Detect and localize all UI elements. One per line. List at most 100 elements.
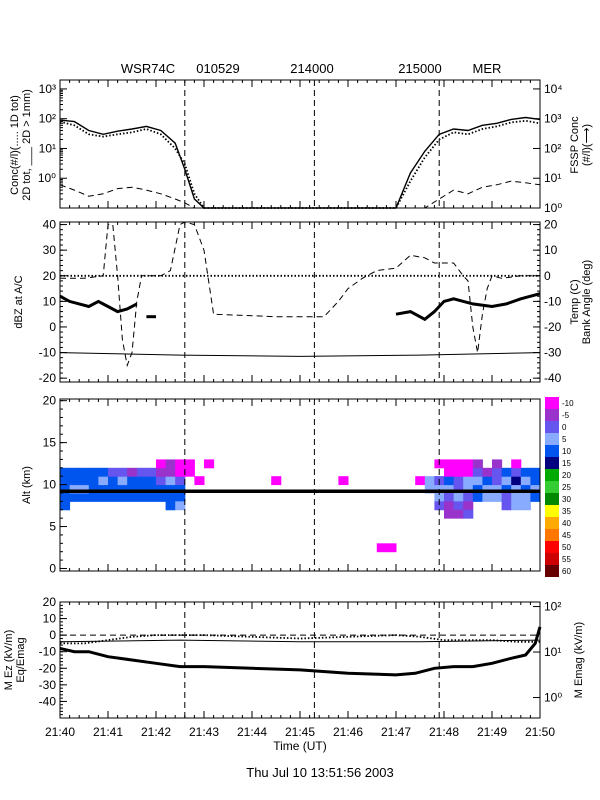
heatmap-cell <box>108 492 119 502</box>
colorbar-label: 10 <box>562 447 571 456</box>
colorbar-label: 0 <box>562 423 567 432</box>
y-tick-label: 10³ <box>39 82 56 96</box>
x-axis-label: Time (UT) <box>273 739 327 753</box>
series-line-dashed <box>59 180 541 209</box>
y-tick-label: 10⁰ <box>544 201 562 215</box>
y-tick-label: 10² <box>544 600 561 614</box>
heatmap-cell <box>117 476 128 486</box>
x-tick-label: 21:43 <box>189 725 219 739</box>
y-tick-label: -10 <box>544 294 562 308</box>
colorbar-label: 55 <box>562 555 571 564</box>
conc-ylabel-left-1: Conc(#/l)(..... 1D tot) <box>9 95 21 195</box>
heatmap-cell <box>511 467 522 477</box>
heatmap-cell <box>98 484 109 494</box>
heatmap-cell <box>117 467 128 477</box>
heatmap-cell <box>530 476 541 486</box>
efield-left-ticks: -40 -30 -20 -10 0 10 20 <box>39 595 67 719</box>
heatmap-cell <box>146 467 157 477</box>
heatmap-cell <box>175 459 186 469</box>
heatmap-cell <box>511 476 522 486</box>
heatmap-cell <box>482 467 493 477</box>
efield-x-ticks <box>59 602 541 718</box>
heatmap-cell <box>501 492 512 502</box>
colorbar-label: 45 <box>562 531 571 540</box>
heatmap-cell <box>165 459 176 469</box>
colorbar-swatch <box>545 517 559 529</box>
y-tick-label: 0 <box>49 320 56 334</box>
dbz-ylabel-left: dBZ at A/C <box>13 275 25 328</box>
heatmap-cell <box>156 459 167 469</box>
conc-x-ticks <box>59 80 541 208</box>
heatmap-cell <box>501 484 512 494</box>
conc-ylabel-right-1: FSSP Conc <box>569 116 581 174</box>
y-tick-label: 10¹ <box>39 141 56 155</box>
y-tick-label: -10 <box>39 346 57 360</box>
heatmap-cell <box>117 492 128 502</box>
conc-right-ticks: 10⁰ 10¹ 10² 10³ 10⁴ <box>533 82 563 215</box>
colorbar-label: 5 <box>562 435 567 444</box>
heatmap-cell <box>520 501 531 511</box>
heatmap-cell <box>463 459 474 469</box>
y-tick-label: 20 <box>43 595 57 609</box>
heatmap-cell <box>156 476 167 486</box>
y-tick-label: 0 <box>544 269 551 283</box>
heatmap-cell <box>386 543 397 553</box>
heatmap-cell <box>98 476 109 486</box>
heatmap-cell <box>69 492 80 502</box>
heatmap-cell <box>79 467 90 477</box>
heatmap-cell <box>453 509 464 519</box>
heatmap-cell <box>156 492 167 502</box>
colorbar-label: -5 <box>562 411 570 420</box>
heatmap-cell <box>472 476 483 486</box>
heatmap-cell <box>156 467 167 477</box>
colorbar-swatch <box>545 469 559 481</box>
x-tick-label: 21:41 <box>93 725 123 739</box>
heatmap-cell <box>492 484 503 494</box>
heatmap-cell <box>492 467 503 477</box>
x-tick-label: 21:45 <box>285 725 315 739</box>
y-tick-label: 10¹ <box>544 645 561 659</box>
heatmap-cell <box>136 476 147 486</box>
heatmap-cell <box>520 492 531 502</box>
colorbar-swatch <box>545 565 559 577</box>
heatmap-cell <box>501 501 512 511</box>
colorbar-label: 40 <box>562 519 571 528</box>
y-tick-label: 15 <box>43 436 57 450</box>
y-tick-label: -40 <box>544 371 562 385</box>
colorbar-swatch <box>545 529 559 541</box>
heatmap-cell <box>472 492 483 502</box>
y-tick-label: -40 <box>39 694 57 708</box>
heatmap-cell <box>156 484 167 494</box>
conc-ylabel-left-2: 2D tot, ___ 2D > 1mm) <box>21 89 33 201</box>
y-tick-label: 20 <box>544 218 558 232</box>
heatmap-cell <box>520 484 531 494</box>
heatmap-cell <box>520 467 531 477</box>
heatmap-cell <box>482 492 493 502</box>
y-tick-label: 0 <box>49 561 56 575</box>
colorbar-label: 30 <box>562 495 571 504</box>
x-tick-label: 21:49 <box>477 725 507 739</box>
dbz-ylabel-right-1: Temp (C) <box>569 279 581 324</box>
colorbar-label: 50 <box>562 543 571 552</box>
heatmap-cell <box>511 492 522 502</box>
heatmap-cell <box>453 476 464 486</box>
panel-dbz: -20 -10 0 10 20 30 40 -40 -30 -20 -10 0 10 20 dBZ at… <box>13 218 593 386</box>
heatmap-cell <box>136 492 147 502</box>
heatmap-cell <box>146 492 157 502</box>
y-tick-label: 10 <box>43 612 57 626</box>
dbz-left-ticks: -20 -10 0 10 20 30 40 <box>39 218 67 385</box>
heatmap-cell <box>88 476 99 486</box>
y-tick-label: 0 <box>49 628 56 642</box>
conc-series <box>59 116 541 209</box>
x-tick-label: 21:50 <box>525 725 555 739</box>
colorbar-swatch <box>545 493 559 505</box>
heatmap-cell <box>482 484 493 494</box>
colorbar: -10 -5 0 5 10 15 20 25 30 35 40 45 50 55 60 <box>545 397 574 577</box>
heatmap-cell <box>98 467 109 477</box>
x-tick-label: 21:48 <box>429 725 459 739</box>
colorbar-label: 35 <box>562 507 571 516</box>
heatmap-cell <box>127 476 138 486</box>
x-tick-label: 21:42 <box>141 725 171 739</box>
heatmap-cell <box>79 492 90 502</box>
